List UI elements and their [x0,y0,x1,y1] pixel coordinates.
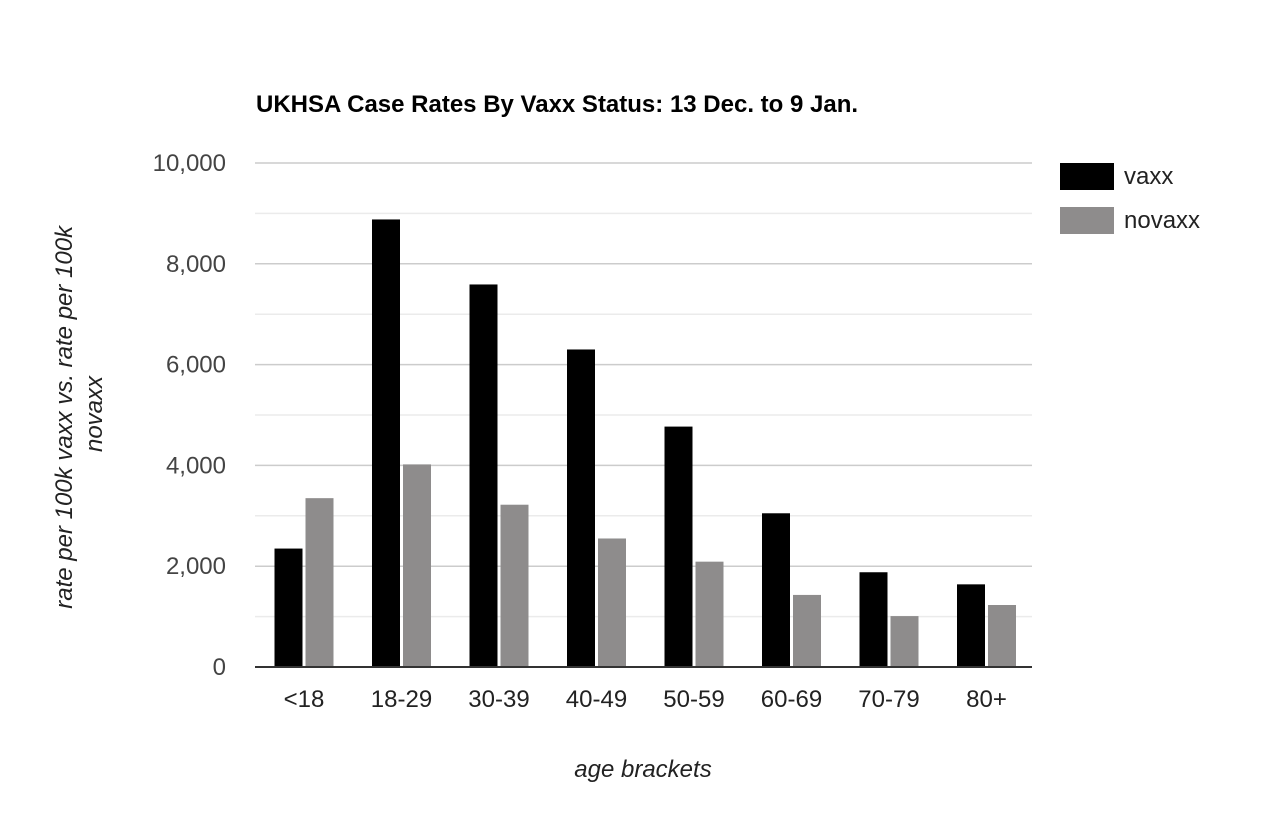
bar-novaxx-5059 [695,561,724,667]
bar-novaxx-7079 [890,616,919,667]
gridlines [255,162,1032,618]
y-tick-label: 2,000 [166,553,226,580]
bar-novaxx-3039 [500,504,529,667]
bar-vaxx-1829 [372,219,400,667]
y-tick-label: 10,000 [153,150,226,177]
bar-vaxx-80 [957,584,985,667]
y-axis-label-line-1: rate per 100k vaxx vs. rate per 100k [51,224,78,609]
x-tick-label: 30-39 [468,686,529,713]
y-tick-label: 0 [213,654,226,681]
bar-novaxx-1829 [403,464,431,667]
legend-swatch-novaxx [1060,207,1114,234]
chart-title: UKHSA Case Rates By Vaxx Status: 13 Dec.… [256,91,858,118]
x-tick-label: 60-69 [761,686,822,713]
x-tick-label: 80+ [966,686,1007,713]
bars [274,219,1016,667]
y-tick-label: 4,000 [166,452,226,479]
bar-vaxx-3039 [469,284,498,667]
bar-novaxx-18 [305,498,334,667]
y-tick-label: 6,000 [166,352,226,379]
x-tick-label: <18 [284,686,325,713]
y-tick-label: 8,000 [166,251,226,278]
x-tick-label: 50-59 [663,686,724,713]
bar-vaxx-6069 [762,513,790,667]
legend-swatch-vaxx [1060,163,1114,190]
bar-novaxx-4049 [598,538,626,667]
y-axis-ticks: 0 2,000 4,000 6,000 8,000 10,000 [153,150,226,681]
bar-novaxx-80 [988,605,1016,667]
y-axis-label-line-2: novaxx [81,375,108,452]
x-tick-label: 18-29 [371,686,432,713]
bar-novaxx-6069 [793,594,821,667]
bar-vaxx-7079 [859,572,888,667]
x-tick-label: 40-49 [566,686,627,713]
x-tick-label: 70-79 [858,686,919,713]
x-axis-label: age brackets [574,756,711,783]
legend-label-vaxx: vaxx [1124,163,1173,190]
legend: vaxx novaxx [1060,163,1200,234]
x-axis-ticks: <18 18-29 30-39 40-49 50-59 60-69 70-79 80+ [284,686,1007,713]
bar-vaxx-4049 [567,349,595,667]
bar-vaxx-5059 [664,426,693,667]
legend-label-novaxx: novaxx [1124,207,1200,234]
bar-vaxx-18 [274,548,303,667]
y-axis-label: rate per 100k vaxx vs. rate per 100k nov… [51,219,108,609]
